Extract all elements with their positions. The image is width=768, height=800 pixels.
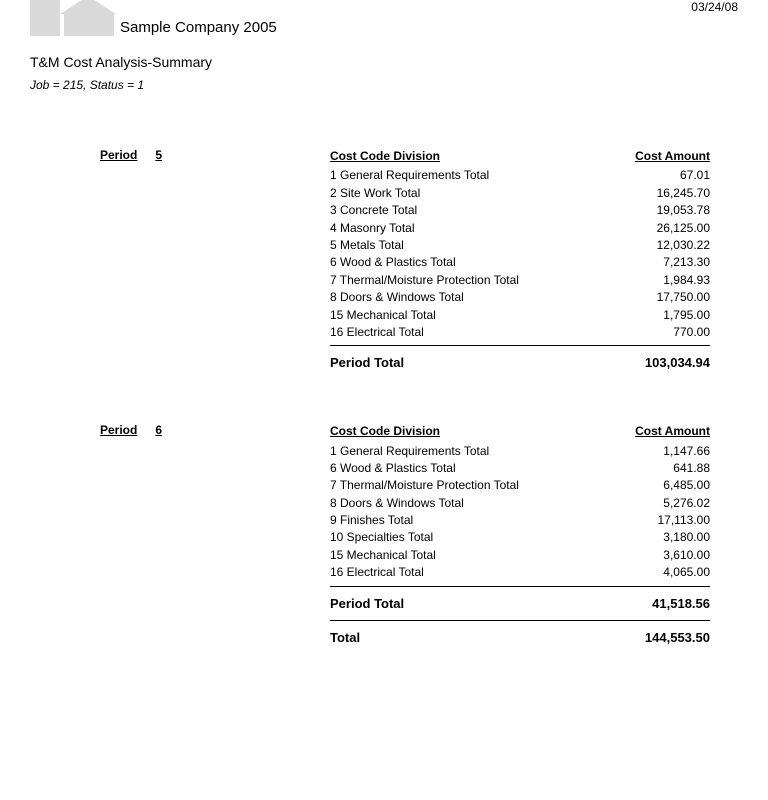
horizontal-rule [330, 620, 710, 621]
col-cost-amount: Cost Amount [600, 423, 710, 440]
horizontal-rule [330, 586, 710, 587]
row-desc: 1 General Requirements Total [330, 443, 600, 460]
row-desc: 16 Electrical Total [330, 324, 600, 341]
company-logo-icon [30, 0, 114, 36]
table-row: 7 Thermal/Moisture Protection Total1,984… [330, 272, 710, 289]
period-total-row: Period Total 41,518.56 [330, 593, 710, 616]
row-amt: 1,984.93 [600, 272, 710, 289]
row-desc: 7 Thermal/Moisture Protection Total [330, 477, 600, 494]
row-amt: 3,180.00 [600, 529, 710, 546]
period-detail: Cost Code Division Cost Amount 1 General… [330, 423, 710, 649]
row-desc: 1 General Requirements Total [330, 167, 600, 184]
row-desc: 9 Finishes Total [330, 512, 600, 529]
row-desc: 10 Specialties Total [330, 529, 600, 546]
period-label: Period 6 [100, 423, 180, 437]
row-amt: 26,125.00 [600, 220, 710, 237]
period-detail: Cost Code Division Cost Amount 1 General… [330, 148, 710, 375]
col-cost-code-division: Cost Code Division [330, 423, 440, 440]
table-row: 7 Thermal/Moisture Protection Total6,485… [330, 477, 710, 494]
period-label: Period 5 [100, 148, 180, 162]
table-row: 6 Wood & Plastics Total7,213.30 [330, 254, 710, 271]
table-row: 15 Mechanical Total1,795.00 [330, 307, 710, 324]
grand-total-row: Total 144,553.50 [330, 627, 710, 650]
period-word: Period [100, 423, 137, 437]
table-row: 16 Electrical Total4,065.00 [330, 564, 710, 581]
table-row: 8 Doors & Windows Total17,750.00 [330, 289, 710, 306]
row-amt: 1,147.66 [600, 443, 710, 460]
row-amt: 17,750.00 [600, 289, 710, 306]
row-amt: 770.00 [600, 324, 710, 341]
row-desc: 8 Doors & Windows Total [330, 495, 600, 512]
period-total-amount: 41,518.56 [600, 595, 710, 614]
row-amt: 1,795.00 [600, 307, 710, 324]
report-date: 03/24/08 [691, 0, 738, 14]
row-desc: 8 Doors & Windows Total [330, 289, 600, 306]
table-row: 3 Concrete Total19,053.78 [330, 202, 710, 219]
col-cost-amount: Cost Amount [600, 148, 710, 165]
period-total-label: Period Total [330, 354, 404, 373]
column-headers: Cost Code Division Cost Amount [330, 423, 710, 440]
row-desc: 15 Mechanical Total [330, 547, 600, 564]
row-desc: 15 Mechanical Total [330, 307, 600, 324]
row-amt: 4,065.00 [600, 564, 710, 581]
table-row: 10 Specialties Total3,180.00 [330, 529, 710, 546]
row-desc: 4 Masonry Total [330, 220, 600, 237]
row-desc: 7 Thermal/Moisture Protection Total [330, 272, 600, 289]
table-row: 1 General Requirements Total67.01 [330, 167, 710, 184]
period-total-label: Period Total [330, 595, 404, 614]
row-amt: 5,276.02 [600, 495, 710, 512]
period-block: Period 6 Cost Code Division Cost Amount … [100, 423, 738, 649]
row-desc: 3 Concrete Total [330, 202, 600, 219]
table-row: 4 Masonry Total26,125.00 [330, 220, 710, 237]
header-row: Sample Company 2005 03/24/08 [30, 0, 738, 36]
grand-total-label: Total [330, 629, 360, 648]
table-row: 15 Mechanical Total3,610.00 [330, 547, 710, 564]
table-row: 6 Wood & Plastics Total641.88 [330, 460, 710, 477]
row-desc: 5 Metals Total [330, 237, 600, 254]
period-number: 5 [155, 148, 162, 162]
row-amt: 7,213.30 [600, 254, 710, 271]
company-name: Sample Company 2005 [120, 19, 277, 36]
table-row: 9 Finishes Total17,113.00 [330, 512, 710, 529]
col-cost-code-division: Cost Code Division [330, 148, 440, 165]
row-amt: 67.01 [600, 167, 710, 184]
period-total-row: Period Total 103,034.94 [330, 352, 710, 375]
report-body: Period 5 Cost Code Division Cost Amount … [30, 148, 738, 649]
table-row: 8 Doors & Windows Total5,276.02 [330, 495, 710, 512]
grand-total-amount: 144,553.50 [600, 629, 710, 648]
row-amt: 16,245.70 [600, 185, 710, 202]
table-row: 16 Electrical Total770.00 [330, 324, 710, 341]
row-desc: 2 Site Work Total [330, 185, 600, 202]
row-amt: 3,610.00 [600, 547, 710, 564]
report-title: T&M Cost Analysis-Summary [30, 54, 738, 70]
row-amt: 17,113.00 [600, 512, 710, 529]
horizontal-rule [330, 345, 710, 346]
row-amt: 6,485.00 [600, 477, 710, 494]
filter-line: Job = 215, Status = 1 [30, 78, 738, 92]
row-desc: 6 Wood & Plastics Total [330, 460, 600, 477]
logo-company-group: Sample Company 2005 [30, 0, 277, 36]
table-row: 2 Site Work Total16,245.70 [330, 185, 710, 202]
period-total-amount: 103,034.94 [600, 354, 710, 373]
row-amt: 641.88 [600, 460, 710, 477]
row-amt: 12,030.22 [600, 237, 710, 254]
table-row: 1 General Requirements Total1,147.66 [330, 443, 710, 460]
row-desc: 16 Electrical Total [330, 564, 600, 581]
period-block: Period 5 Cost Code Division Cost Amount … [100, 148, 738, 375]
row-desc: 6 Wood & Plastics Total [330, 254, 600, 271]
row-amt: 19,053.78 [600, 202, 710, 219]
period-word: Period [100, 148, 137, 162]
period-number: 6 [155, 423, 162, 437]
column-headers: Cost Code Division Cost Amount [330, 148, 710, 165]
table-row: 5 Metals Total12,030.22 [330, 237, 710, 254]
